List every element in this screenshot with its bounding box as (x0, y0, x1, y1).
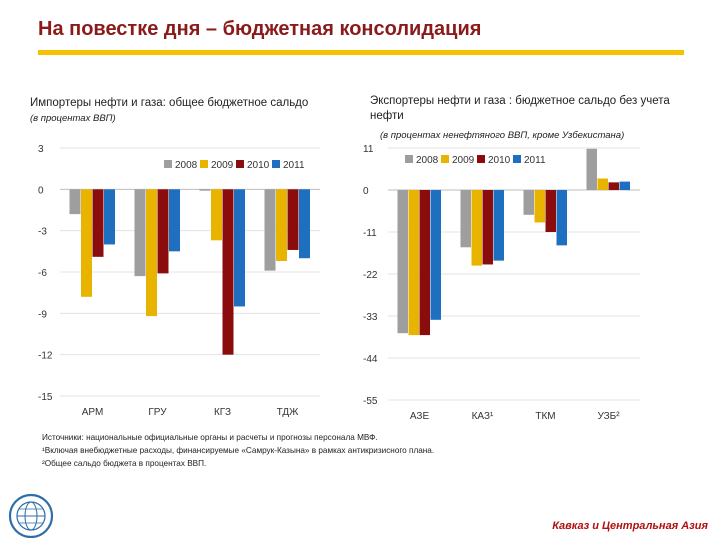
bar-2011-0 (104, 189, 115, 245)
legend-swatch-2011 (272, 160, 280, 168)
legend-label: 2011 (283, 160, 305, 171)
bar-2010-1 (157, 189, 169, 274)
bar-2009-0 (408, 190, 419, 336)
bar-2011-0 (430, 190, 441, 320)
left-chart-title: Импортеры нефти и газа: общее бюджетное … (30, 97, 309, 109)
y-tick-label: 11 (363, 144, 374, 155)
y-tick-label: -12 (38, 351, 53, 362)
bar-2008-2 (199, 189, 211, 191)
bar-2010-3 (608, 182, 619, 190)
bar-2009-0 (81, 189, 92, 297)
bar-2011-2 (234, 189, 245, 307)
y-tick-label: -44 (363, 354, 378, 365)
legend-label: 2009 (211, 160, 234, 171)
bar-2010-3 (287, 189, 299, 250)
bar-2010-2 (222, 189, 234, 355)
bar-2010-2 (545, 190, 556, 232)
bar-2008-2 (523, 190, 534, 215)
page-title: На повестке дня – бюджетная консолидация (38, 18, 482, 40)
bar-2009-3 (276, 189, 287, 261)
legend-swatch-2008 (405, 155, 413, 163)
y-tick-label: -9 (38, 309, 47, 320)
bar-2008-0 (69, 189, 81, 215)
bar-2008-1 (134, 189, 146, 277)
bar-2008-1 (460, 190, 471, 248)
legend-swatch-2011 (513, 155, 521, 163)
left-chart-subtitle: (в процентах ВВП) (30, 113, 116, 124)
y-tick-label: -33 (363, 312, 378, 323)
legend-swatch-2008 (164, 160, 172, 168)
legend-swatch-2010 (236, 160, 244, 168)
bar-2009-2 (211, 189, 222, 241)
x-tick-label: ТДЖ (277, 407, 300, 418)
footnote-2: ²Общее сальдо бюджета в процентах ВВП. (42, 459, 207, 468)
bar-2010-0 (419, 190, 430, 336)
bar-2008-3 (586, 148, 597, 190)
right-chart-subtitle: (в процентах ненефтяного ВВП, кроме Узбе… (380, 130, 625, 141)
legend-label: 2010 (247, 160, 270, 171)
legend-swatch-2009 (441, 155, 449, 163)
x-tick-label: ТКМ (535, 411, 555, 422)
y-tick-label: 0 (38, 185, 44, 196)
y-tick-label: -3 (38, 227, 47, 238)
bar-2011-1 (169, 189, 180, 252)
bar-2009-3 (597, 178, 608, 190)
y-tick-label: -55 (363, 396, 378, 407)
bar-2008-0 (397, 190, 408, 334)
bar-2011-1 (493, 190, 504, 261)
bar-2010-1 (482, 190, 493, 265)
legend-label: 2008 (175, 160, 198, 171)
bar-2009-1 (146, 189, 157, 317)
x-tick-label: АЗЕ (410, 411, 430, 422)
y-tick-label: -15 (38, 392, 53, 403)
legend-label: 2011 (524, 155, 546, 166)
legend-label: 2009 (452, 155, 475, 166)
x-tick-label: АРМ (82, 407, 104, 418)
y-tick-label: -6 (38, 268, 47, 279)
right-chart-title: Экспортеры нефти и газа : бюджетное саль… (370, 95, 670, 122)
bar-2009-1 (471, 190, 482, 266)
legend-label: 2010 (488, 155, 511, 166)
bar-2010-0 (92, 189, 104, 257)
x-tick-label: ГРУ (148, 407, 167, 418)
source-note: Источники: национальные официальные орга… (42, 433, 378, 442)
bar-2011-2 (556, 190, 567, 246)
bar-2011-3 (619, 181, 630, 190)
y-tick-label: 0 (363, 186, 369, 197)
y-tick-label: -22 (363, 270, 378, 281)
footnote-1: ¹Включая внебюджетные расходы, финансиру… (42, 446, 435, 455)
region-label: Кавказ и Центральная Азия (552, 520, 708, 532)
y-tick-label: -11 (363, 228, 377, 239)
footnotes: Источники: национальные официальные орга… (42, 431, 682, 470)
x-tick-label: КГЗ (214, 407, 231, 418)
x-tick-label: КАЗ¹ (472, 411, 494, 422)
bar-2011-3 (299, 189, 310, 259)
legend-swatch-2009 (200, 160, 208, 168)
x-tick-label: УЗБ² (597, 411, 620, 422)
title-underline (38, 50, 684, 55)
y-tick-label: 3 (38, 144, 44, 155)
bar-2008-3 (264, 189, 276, 271)
legend-swatch-2010 (477, 155, 485, 163)
imf-seal-logo (8, 493, 54, 538)
bar-2009-2 (534, 190, 545, 223)
legend-label: 2008 (416, 155, 439, 166)
